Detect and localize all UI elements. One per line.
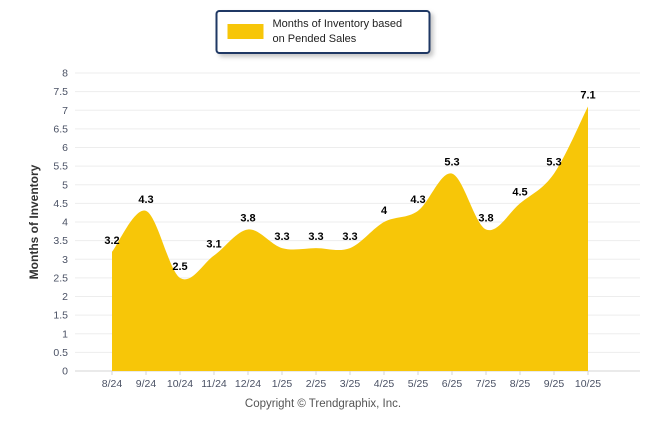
x-tick-label: 12/24 (235, 378, 261, 390)
x-tick-label: 8/25 (510, 378, 531, 390)
legend: Months of Inventory based on Pended Sale… (215, 10, 431, 54)
y-tick-label: 6 (62, 142, 68, 154)
x-tick-label: 6/25 (442, 378, 463, 390)
y-axis-title: Months of Inventory (27, 164, 41, 279)
y-tick-label: 3.5 (53, 235, 68, 247)
data-label: 4.3 (410, 194, 425, 206)
data-label: 3.3 (342, 231, 357, 243)
y-tick-label: 3 (62, 254, 68, 266)
data-label: 2.5 (172, 261, 187, 273)
x-tick-label: 8/24 (102, 378, 123, 390)
x-tick-label: 1/25 (272, 378, 293, 390)
x-tick-label: 9/25 (544, 378, 565, 390)
legend-label: Months of Inventory based on Pended Sale… (272, 18, 403, 45)
data-label: 4 (381, 205, 388, 217)
x-tick-label: 2/25 (306, 378, 327, 390)
y-tick-label: 4 (62, 217, 68, 229)
x-tick-label: 10/24 (167, 378, 193, 390)
copyright-text: Copyright © Trendgraphix, Inc. (244, 398, 402, 410)
x-tick-label: 9/24 (136, 378, 157, 390)
data-label: 4.5 (512, 186, 527, 198)
data-label: 3.8 (478, 212, 493, 224)
y-tick-label: 5 (62, 179, 68, 191)
y-tick-label: 7.5 (53, 86, 68, 98)
y-tick-label: 2 (62, 291, 68, 303)
y-tick-label: 2.5 (53, 272, 68, 284)
x-tick-label: 11/24 (201, 378, 227, 390)
area-series (112, 106, 588, 372)
y-tick-label: 4.5 (53, 198, 68, 210)
y-tick-label: 5.5 (53, 161, 68, 173)
data-label: 3.8 (240, 212, 255, 224)
data-label: 5.3 (546, 157, 561, 169)
y-tick-label: 8 (62, 68, 68, 80)
y-tick-label: 7 (62, 105, 68, 117)
data-label: 7.1 (580, 90, 595, 102)
data-label: 3.3 (308, 231, 323, 243)
data-label: 4.3 (138, 194, 153, 206)
y-tick-label: 0.5 (53, 347, 68, 359)
x-tick-label: 4/25 (374, 378, 395, 390)
legend-swatch (227, 24, 264, 40)
x-tick-label: 3/25 (340, 378, 361, 390)
y-tick-label: 1.5 (53, 310, 68, 322)
data-label: 3.1 (206, 239, 221, 251)
x-tick-label: 5/25 (408, 378, 429, 390)
y-tick-label: 6.5 (53, 123, 68, 135)
x-tick-label: 7/25 (476, 378, 497, 390)
data-label: 3.3 (274, 231, 289, 243)
data-label: 3.2 (104, 235, 119, 247)
data-label: 5.3 (444, 157, 459, 169)
x-tick-label: 10/25 (575, 378, 601, 390)
y-tick-label: 0 (62, 366, 68, 378)
y-tick-label: 1 (62, 328, 68, 340)
